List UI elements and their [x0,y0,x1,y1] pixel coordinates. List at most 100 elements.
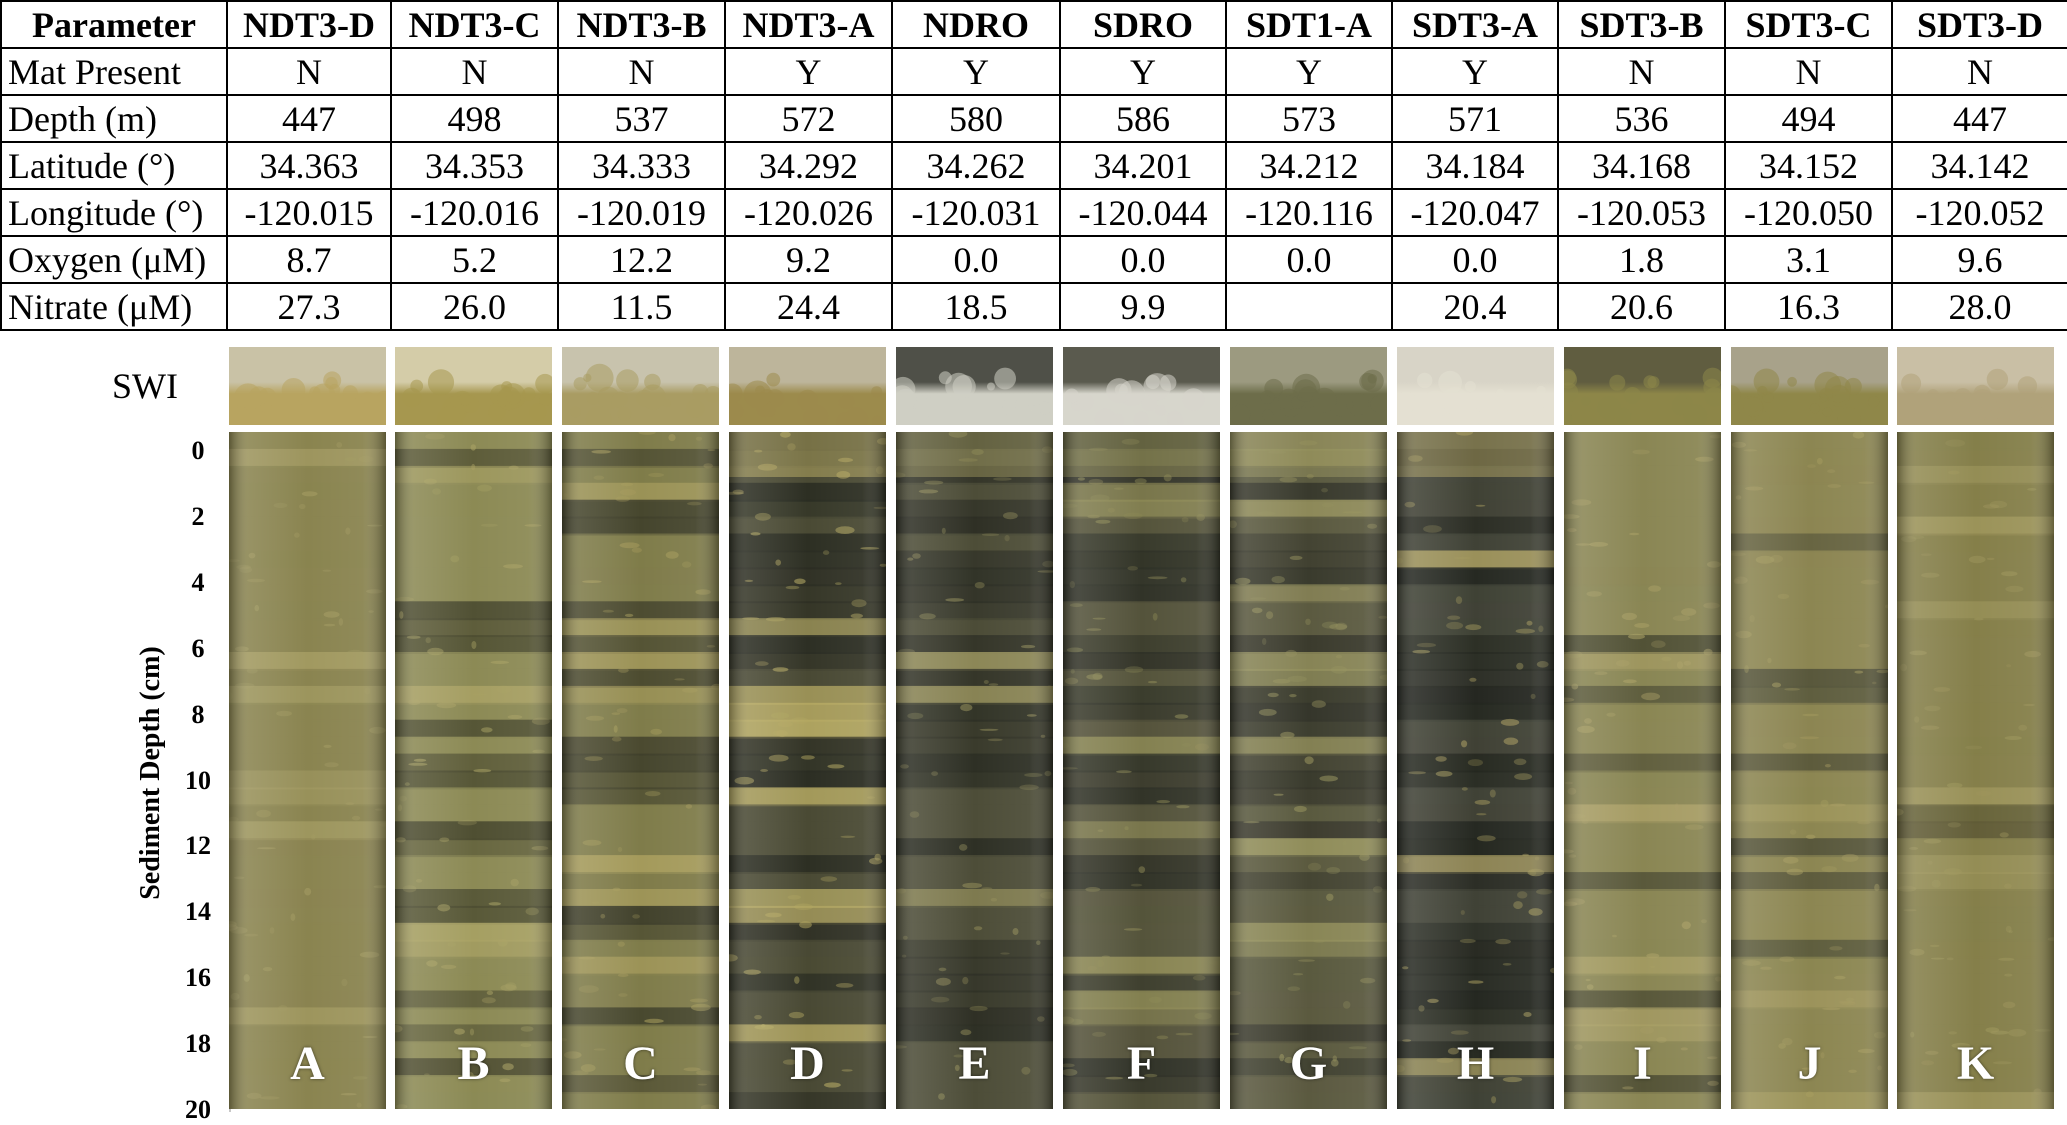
table-cell: 0.0 [891,235,1061,284]
table-cell: -120.031 [891,188,1061,237]
row-label: Oxygen (μM) [0,235,228,284]
table-cell: 34.142 [1891,141,2067,190]
table-cell: 18.5 [891,282,1061,331]
table-cell: 537 [557,94,726,143]
table-cell: 5.2 [390,235,559,284]
core-letter-label: C [623,1037,658,1090]
core-letter-label: F [1126,1037,1157,1090]
table-cell: 34.262 [891,141,1061,190]
table-cell: -120.116 [1225,188,1393,237]
row-label: Mat Present [0,47,228,96]
table-cell: -120.050 [1724,188,1893,237]
table-cell: 447 [226,94,392,143]
table-cell: N [1891,47,2067,96]
table-cell: 9.6 [1891,235,2067,284]
table-cell: Y [1391,47,1559,96]
table-cell: 0.0 [1391,235,1559,284]
table-cell: 494 [1724,94,1893,143]
depth-tick-label: 18 [185,1029,211,1059]
table-cell: 20.4 [1391,282,1559,331]
table-cell: Y [1059,47,1227,96]
table-cell: 3.1 [1724,235,1893,284]
table-cell: 498 [390,94,559,143]
table-cell: 20.6 [1557,282,1726,331]
table-cell: 34.212 [1225,141,1393,190]
table-cell: 34.168 [1557,141,1726,190]
table-cell: -120.015 [226,188,392,237]
table-row: Mat Present N N N Y Y Y Y Y N N N [0,47,2067,96]
sediment-core-photo: F [1063,432,1220,1109]
depth-tick-label: 14 [185,897,211,927]
header-site: NDT3-B [557,0,726,49]
table-cell: 586 [1059,94,1227,143]
parameter-table: Parameter NDT3-D NDT3-C NDT3-B NDT3-A NDRO SD… [0,0,2067,331]
table-cell: 447 [1891,94,2067,143]
header-site: NDRO [891,0,1061,49]
table-cell: 16.3 [1724,282,1893,331]
header-site: NDT3-C [390,0,559,49]
depth-tick-label: 2 [191,501,205,531]
depth-tick-label: 10 [185,765,211,795]
depth-tick-label: 4 [191,567,205,597]
table-cell: 24.4 [724,282,893,331]
table-cell: 572 [724,94,893,143]
table-cell: 580 [891,94,1061,143]
table-row: Latitude (°) 34.363 34.353 34.333 34.292 34.2… [0,141,2067,190]
table-cell: 0.0 [1059,235,1227,284]
table-cell: Y [891,47,1061,96]
table-cell: N [390,47,559,96]
header-site: NDT3-A [724,0,893,49]
core-letter-label: I [1633,1037,1652,1090]
table-cell: 34.333 [557,141,726,190]
table-body: Mat Present N N N Y Y Y Y Y N N N Depth (m) 447 498 537… [0,47,2067,331]
swi-label: SWI [112,366,178,406]
swi-thumbnail [1731,347,1888,425]
depth-tick-label: 20 [185,1095,211,1124]
table-cell: 9.2 [724,235,893,284]
table-cell: 0.0 [1225,235,1393,284]
table-row: Longitude (°) -120.015 -120.016 -120.019 -12… [0,188,2067,237]
table-cell: N [1557,47,1726,96]
table-cell: 12.2 [557,235,726,284]
swi-thumbnail [229,347,386,425]
table-row: Oxygen (μM) 8.7 5.2 12.2 9.2 0.0 0.0 0.0 0.0 1.8 3… [0,235,2067,284]
depth-tick-label: 16 [185,963,211,993]
table-cell: 1.8 [1557,235,1726,284]
swi-thumbnail [562,347,719,425]
table-cell: 34.353 [390,141,559,190]
header-site: SDT3-C [1724,0,1893,49]
depth-tick-label: 8 [191,699,205,729]
header-site: SDT3-A [1391,0,1559,49]
header-site: SDT3-D [1891,0,2067,49]
table-cell: 536 [1557,94,1726,143]
swi-thumbnail [1897,347,2054,425]
table-cell: 8.7 [226,235,392,284]
header-site: NDT3-D [226,0,392,49]
depth-tick-label: 12 [185,831,211,861]
table-cell: -120.026 [724,188,893,237]
swi-thumbnail [1063,347,1220,425]
table-cell: 34.184 [1391,141,1559,190]
core-letter-label: J [1797,1037,1822,1090]
table-cell: 9.9 [1059,282,1227,331]
core-letter-label: K [1956,1037,1995,1090]
table-cell: -120.047 [1391,188,1559,237]
sediment-core-photo: G [1230,432,1387,1109]
row-label: Nitrate (μM) [0,282,228,331]
header-site: SDT3-B [1557,0,1726,49]
sediment-core-photo: I [1564,432,1721,1109]
table-cell: Y [1225,47,1393,96]
sediment-core-photo: D [729,432,886,1109]
table-cell: 34.292 [724,141,893,190]
core-letter-label: H [1456,1037,1495,1090]
sediment-core-photo: E [896,432,1053,1109]
swi-thumbnail [729,347,886,425]
table-cell: N [557,47,726,96]
depth-tick-label: 0 [191,436,205,465]
table-header-row: Parameter NDT3-D NDT3-C NDT3-B NDT3-A NDRO SD… [0,0,2067,49]
table-cell: -120.016 [390,188,559,237]
swi-thumbnail [1230,347,1387,425]
table-cell [1225,282,1393,331]
table-cell: N [1724,47,1893,96]
header-site: SDT1-A [1225,0,1393,49]
